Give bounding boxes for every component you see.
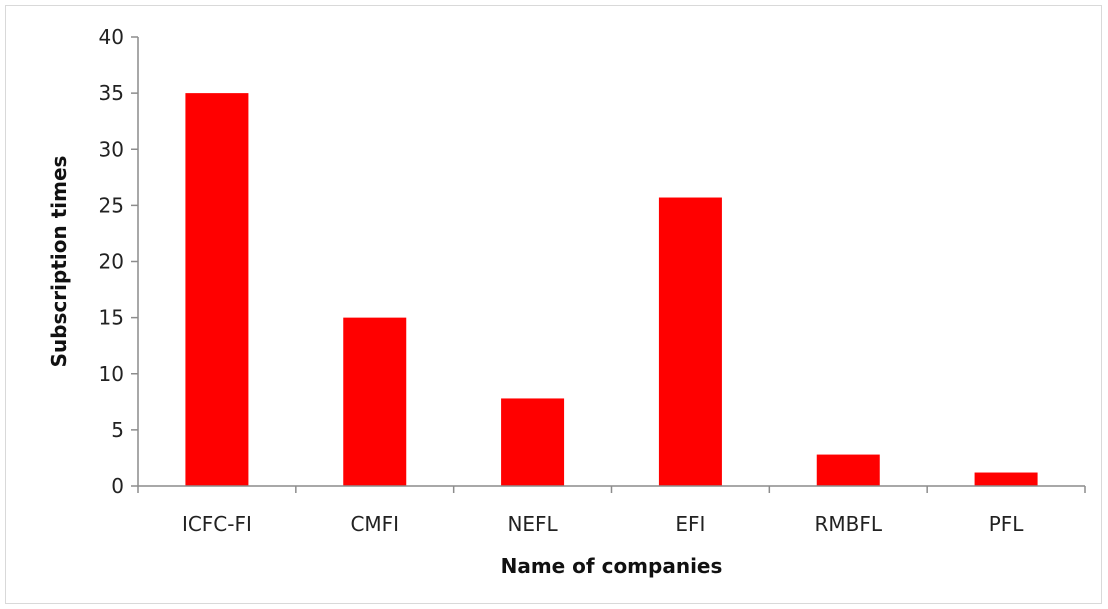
y-tick-label: 25	[99, 193, 124, 217]
x-axis-title: Name of companies	[501, 554, 723, 578]
bar-cmfi	[343, 317, 407, 486]
x-tick-label: EFI	[675, 512, 705, 536]
bar-pfl	[974, 472, 1038, 486]
y-tick-label: 15	[99, 306, 124, 330]
y-tick-label: 10	[99, 362, 124, 386]
y-tick-label: 30	[99, 137, 124, 161]
y-tick-label: 40	[99, 25, 124, 49]
x-tick-label: ICFC-FI	[182, 512, 252, 536]
bars	[185, 93, 1038, 486]
y-tick-label: 20	[99, 250, 124, 274]
y-axis-title: Subscription times	[47, 156, 71, 368]
bar-icfc-fi	[185, 93, 249, 486]
bar-rmbfl	[816, 454, 880, 486]
x-tick-label: CMFI	[350, 512, 399, 536]
y-tick-label: 5	[111, 418, 124, 442]
x-axis-ticks: ICFC-FI CMFI NEFL EFI RMBFL PFL	[137, 486, 1086, 536]
x-tick-label: PFL	[989, 512, 1025, 536]
x-tick-label: RMBFL	[814, 512, 882, 536]
y-axis-ticks: 0 5 10 15 20 25 30 35 40	[99, 25, 138, 498]
x-tick-label: NEFL	[507, 512, 558, 536]
bar-nefl	[501, 398, 565, 486]
y-tick-label: 0	[111, 474, 124, 498]
bar-efi	[658, 197, 722, 486]
y-tick-label: 35	[99, 81, 124, 105]
